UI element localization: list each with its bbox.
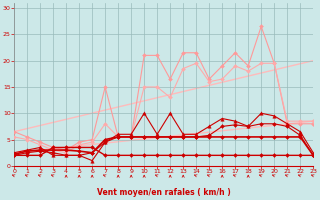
X-axis label: Vent moyen/en rafales ( km/h ): Vent moyen/en rafales ( km/h ) (97, 188, 230, 197)
